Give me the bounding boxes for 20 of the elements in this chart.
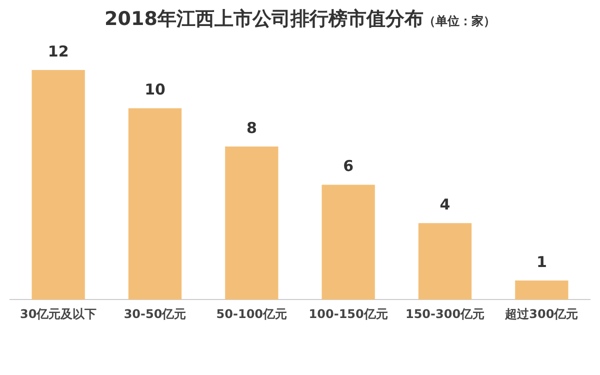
bar [32, 70, 85, 300]
bar [225, 146, 278, 300]
bar [515, 280, 568, 300]
x-tick-label: 超过300亿元 [504, 306, 578, 321]
x-tick-label: 30-50亿元 [124, 306, 186, 321]
data-label: 8 [246, 118, 257, 137]
data-label: 10 [144, 80, 166, 99]
x-tick-label: 100-150亿元 [308, 306, 388, 321]
data-label: 12 [48, 42, 69, 60]
data-label: 4 [440, 195, 450, 214]
x-tick-label: 50-100亿元 [216, 306, 288, 321]
chart-subtitle: （单位：家） [423, 14, 496, 28]
bar [322, 184, 375, 300]
x-tick-label: 150-300亿元 [405, 306, 485, 321]
data-label: 6 [343, 157, 354, 176]
bar [418, 223, 472, 300]
x-tick-label: 30亿元及以下 [20, 306, 97, 321]
chart-title: 2018年江西上市公司排行榜市值分布 [104, 8, 424, 30]
data-label: 1 [536, 252, 547, 271]
bar [128, 108, 182, 300]
